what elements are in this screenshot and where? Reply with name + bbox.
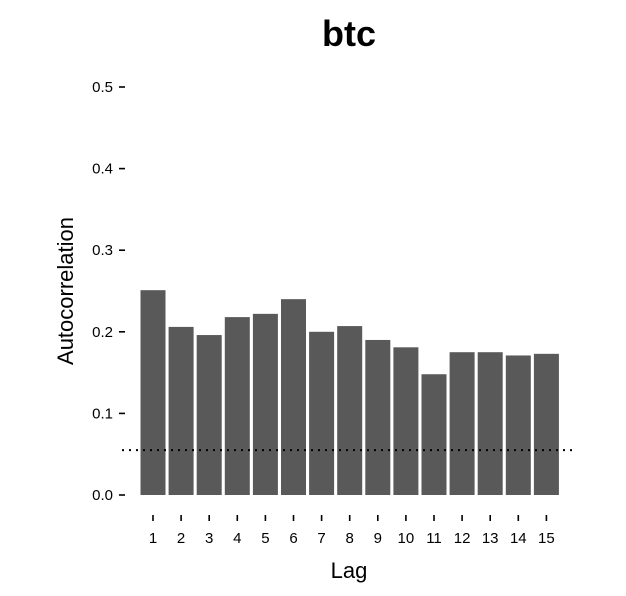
bar xyxy=(365,339,391,495)
y-tick-label: 0.2 xyxy=(92,324,113,341)
bar xyxy=(168,326,194,495)
y-axis-title: Autocorrelation xyxy=(53,217,78,365)
x-tick-label: 4 xyxy=(233,530,241,547)
x-axis-title: Lag xyxy=(331,558,368,583)
x-tick-label: 5 xyxy=(261,530,269,547)
x-tick-label: 11 xyxy=(426,530,442,547)
bar xyxy=(224,317,250,495)
bar xyxy=(393,347,419,495)
x-axis: 1 2 3 4 5 6 7 8 9 10 11 12 13 14 15 xyxy=(149,515,555,547)
y-axis: 0.0 0.1 0.2 0.3 0.4 0.5 xyxy=(92,79,125,504)
bars xyxy=(140,290,559,495)
x-tick-label: 6 xyxy=(289,530,297,547)
x-tick-label: 3 xyxy=(205,530,213,547)
bar xyxy=(505,355,531,495)
x-tick-label: 12 xyxy=(454,530,471,547)
bar xyxy=(140,290,166,495)
y-tick-label: 0.3 xyxy=(92,242,113,259)
bar xyxy=(477,352,503,495)
bar xyxy=(196,335,222,495)
chart-title: btc xyxy=(322,13,376,54)
bar xyxy=(533,353,559,495)
y-tick-label: 0.5 xyxy=(92,79,113,96)
bar xyxy=(421,374,447,495)
bar xyxy=(281,299,306,495)
x-tick-label: 13 xyxy=(482,530,499,547)
x-tick-label: 8 xyxy=(346,530,354,547)
x-tick-label: 2 xyxy=(177,530,185,547)
y-tick-label: 0.4 xyxy=(92,161,113,178)
x-tick-label: 7 xyxy=(317,530,325,547)
bar xyxy=(337,326,363,495)
x-tick-label: 1 xyxy=(149,530,157,547)
x-tick-label: 15 xyxy=(538,530,555,547)
y-tick-label: 0.0 xyxy=(92,487,113,504)
bar xyxy=(449,352,475,495)
y-tick-label: 0.1 xyxy=(92,405,113,422)
x-tick-label: 10 xyxy=(398,530,415,547)
bar xyxy=(309,331,335,495)
x-tick-label: 14 xyxy=(510,530,527,547)
bar xyxy=(252,313,278,495)
x-tick-label: 9 xyxy=(374,530,382,547)
